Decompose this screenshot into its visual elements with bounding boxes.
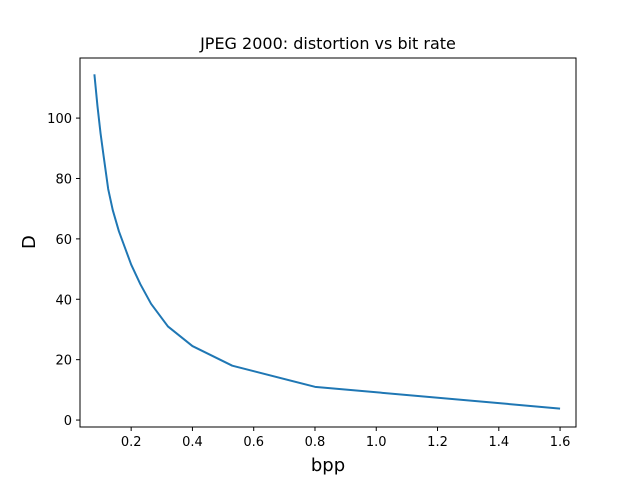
- y-tick-label: 40: [55, 293, 72, 308]
- plot-area-frame: [79, 57, 577, 428]
- x-tick-label: 1.2: [427, 435, 448, 450]
- y-tick-label: 0: [64, 414, 72, 429]
- y-tick-label: 100: [47, 112, 72, 127]
- x-tick-label: 0.2: [121, 435, 142, 450]
- x-tick-label: 1.6: [550, 435, 571, 450]
- x-tick-label: 0.8: [305, 435, 326, 450]
- y-tick-label: 20: [55, 354, 72, 369]
- y-tick-label: 60: [55, 233, 72, 248]
- x-axis-ticks: 0.2 0.4 0.6 0.8 1.0 1.2 1.4 1.6: [121, 427, 571, 450]
- y-axis-ticks: 0 20 40 60 80 100: [47, 112, 80, 429]
- x-tick-label: 0.4: [182, 435, 203, 450]
- x-tick-label: 1.4: [488, 435, 509, 450]
- y-tick-label: 80: [55, 172, 72, 187]
- x-tick-label: 1.0: [366, 435, 387, 450]
- series-line-0: [93, 74, 561, 410]
- x-axis-label: bpp: [311, 455, 345, 476]
- y-axis-label: D: [19, 235, 40, 249]
- x-tick-label: 0.6: [243, 435, 264, 450]
- chart-title: JPEG 2000: distortion vs bit rate: [199, 34, 456, 53]
- series-layer: [93, 74, 561, 410]
